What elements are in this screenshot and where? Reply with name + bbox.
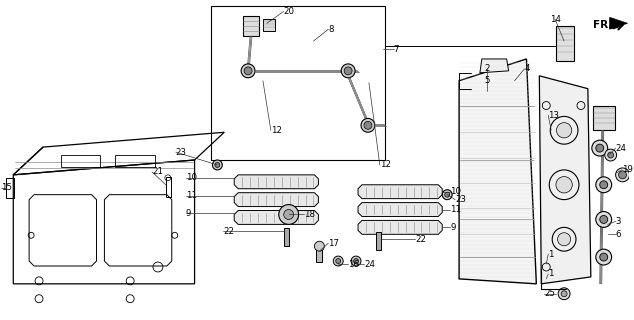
Circle shape <box>558 288 570 300</box>
Circle shape <box>212 160 223 170</box>
Polygon shape <box>593 106 614 130</box>
Circle shape <box>592 140 607 156</box>
Circle shape <box>444 192 450 197</box>
Text: 8: 8 <box>328 25 334 34</box>
Circle shape <box>616 168 630 182</box>
Polygon shape <box>459 59 536 284</box>
Text: 10: 10 <box>186 173 197 182</box>
Circle shape <box>241 64 255 78</box>
Text: 5: 5 <box>484 76 489 85</box>
Circle shape <box>364 121 372 129</box>
Circle shape <box>361 118 375 132</box>
Text: FR.: FR. <box>593 20 612 30</box>
Circle shape <box>619 171 626 179</box>
Text: 9: 9 <box>450 223 456 232</box>
Circle shape <box>557 233 571 246</box>
Bar <box>316 246 322 262</box>
Circle shape <box>561 291 567 297</box>
Circle shape <box>596 212 612 228</box>
Text: 25: 25 <box>544 289 555 298</box>
Text: 3: 3 <box>616 217 621 226</box>
Text: 17: 17 <box>328 239 339 248</box>
Bar <box>6 178 15 198</box>
Circle shape <box>600 215 607 223</box>
Text: 24: 24 <box>364 260 375 268</box>
Polygon shape <box>358 220 443 234</box>
Bar <box>284 228 288 246</box>
Circle shape <box>596 249 612 265</box>
Bar <box>243 16 259 36</box>
Text: 12: 12 <box>271 126 282 135</box>
Text: 13: 13 <box>548 111 559 120</box>
Circle shape <box>344 67 352 75</box>
Text: 4: 4 <box>524 64 530 73</box>
Circle shape <box>341 64 355 78</box>
Text: 23: 23 <box>455 195 466 204</box>
Circle shape <box>556 177 573 193</box>
Text: 19: 19 <box>621 165 633 174</box>
Text: 11: 11 <box>186 191 197 200</box>
Bar <box>376 232 381 250</box>
Circle shape <box>607 152 614 158</box>
Text: 16: 16 <box>348 260 359 268</box>
Text: 6: 6 <box>616 230 621 239</box>
Polygon shape <box>610 17 628 29</box>
Circle shape <box>284 210 294 220</box>
Bar <box>211 6 385 160</box>
Circle shape <box>336 259 340 264</box>
Polygon shape <box>234 211 318 224</box>
Bar <box>263 19 275 31</box>
Text: 7: 7 <box>394 44 399 53</box>
Text: 22: 22 <box>223 227 235 236</box>
Polygon shape <box>234 193 318 207</box>
Text: 12: 12 <box>380 160 391 170</box>
Circle shape <box>333 256 343 266</box>
Circle shape <box>215 163 220 167</box>
Polygon shape <box>480 59 508 73</box>
Circle shape <box>557 123 572 138</box>
Bar <box>115 155 155 167</box>
Circle shape <box>279 204 299 224</box>
Text: 14: 14 <box>550 15 560 24</box>
Text: 21: 21 <box>152 167 163 176</box>
Circle shape <box>596 144 604 152</box>
Text: 1: 1 <box>548 250 553 259</box>
Text: 2: 2 <box>484 64 489 73</box>
Text: 15: 15 <box>1 183 13 192</box>
Text: 20: 20 <box>284 7 295 16</box>
Text: 24: 24 <box>616 144 626 153</box>
Text: 23: 23 <box>176 148 187 156</box>
Circle shape <box>596 177 612 193</box>
Bar <box>556 26 574 61</box>
Polygon shape <box>540 76 591 284</box>
Bar <box>61 155 100 167</box>
Polygon shape <box>358 185 443 199</box>
Circle shape <box>443 190 452 200</box>
Circle shape <box>354 259 359 264</box>
Text: 11: 11 <box>450 205 461 214</box>
Text: 9: 9 <box>186 209 191 218</box>
Polygon shape <box>358 203 443 216</box>
Text: 18: 18 <box>304 210 314 219</box>
Text: 1: 1 <box>548 269 553 278</box>
Polygon shape <box>234 175 318 189</box>
Text: 10: 10 <box>450 187 461 196</box>
Circle shape <box>314 241 325 251</box>
Circle shape <box>600 181 607 189</box>
Circle shape <box>600 253 607 261</box>
Circle shape <box>605 149 617 161</box>
Circle shape <box>244 67 252 75</box>
Circle shape <box>351 256 361 266</box>
Text: 22: 22 <box>415 235 427 244</box>
Bar <box>166 177 171 197</box>
